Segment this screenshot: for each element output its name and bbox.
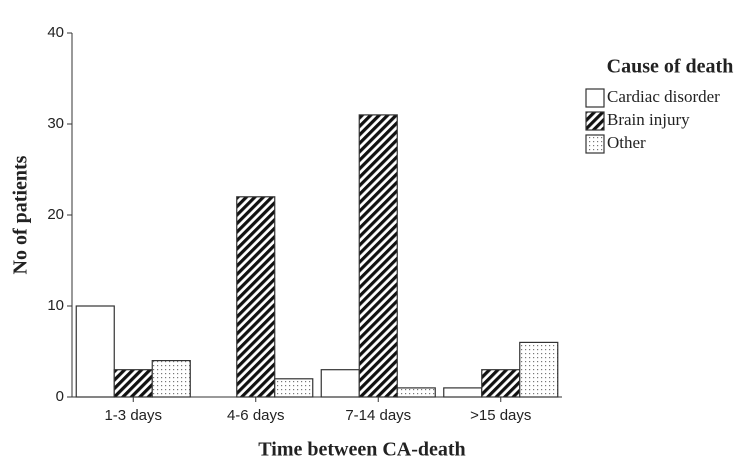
legend-title: Cause of death <box>607 56 734 78</box>
x-tick-label: 1-3 days <box>104 407 162 424</box>
bar <box>320 369 360 398</box>
bar <box>113 369 153 398</box>
y-tick-label: 30 <box>47 115 64 132</box>
bar <box>274 378 314 398</box>
x-axis-title: Time between CA-death <box>258 439 465 461</box>
bar <box>443 387 483 398</box>
y-tick-label: 10 <box>47 297 64 314</box>
y-tick-label: 0 <box>56 388 64 405</box>
x-tick-label: 4-6 days <box>227 407 285 424</box>
legend-label: Other <box>607 133 646 152</box>
legend-label: Cardiac disorder <box>607 87 720 106</box>
bar <box>481 369 521 398</box>
x-tick-label: >15 days <box>470 407 531 424</box>
bar <box>396 387 436 398</box>
bar <box>151 360 191 398</box>
legend-label: Brain injury <box>607 110 690 129</box>
x-tick-label: 7-14 days <box>345 407 411 424</box>
legend-swatch <box>585 111 605 131</box>
y-tick-label: 20 <box>47 206 64 223</box>
bar <box>519 341 559 398</box>
bar <box>75 305 115 398</box>
bar <box>236 196 276 398</box>
y-tick-label: 40 <box>47 24 64 41</box>
bar <box>358 114 398 398</box>
y-axis-title: No of patients <box>10 155 32 274</box>
legend-swatch <box>585 134 605 154</box>
legend-swatch <box>585 88 605 108</box>
